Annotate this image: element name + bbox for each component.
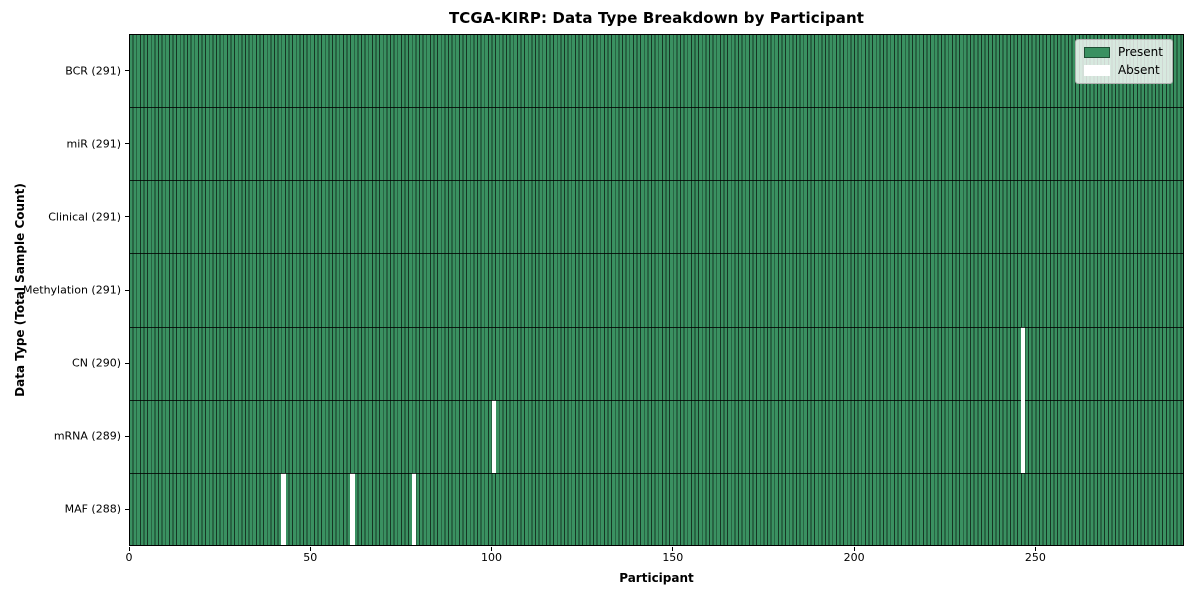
- y-tick-label: Methylation (291): [23, 283, 121, 297]
- x-tick-mark: [128, 547, 130, 551]
- legend: Present Absent: [1074, 39, 1173, 84]
- absent-cell: [350, 472, 355, 546]
- x-tick-label: 100: [481, 551, 503, 564]
- absent-cell: [411, 472, 417, 546]
- row-divider: [129, 472, 1184, 474]
- row-divider: [129, 180, 1184, 182]
- x-tick-mark: [309, 547, 311, 551]
- x-tick-mark: [672, 547, 674, 551]
- plot-area: [129, 34, 1184, 546]
- legend-item-present: Present: [1083, 45, 1163, 59]
- y-tick-mark: [125, 435, 129, 437]
- chart-title: TCGA-KIRP: Data Type Breakdown by Partic…: [448, 9, 865, 27]
- y-tick-label: miR (291): [66, 137, 122, 151]
- y-tick-label: BCR (291): [65, 64, 121, 78]
- x-tick-label: 250: [1024, 551, 1046, 564]
- y-tick-mark: [125, 508, 129, 510]
- row-divider: [129, 107, 1184, 109]
- x-tick-mark: [853, 547, 855, 551]
- row-divider: [129, 399, 1184, 401]
- legend-item-absent: Absent: [1083, 63, 1163, 77]
- legend-swatch-present: [1083, 47, 1110, 58]
- absent-cell: [281, 472, 286, 546]
- y-tick-label: mRNA (289): [53, 429, 121, 443]
- y-tick-mark: [125, 143, 129, 145]
- x-tick-label: 200: [843, 551, 865, 564]
- y-tick-label: CN (290): [72, 356, 121, 370]
- x-tick-mark: [1034, 547, 1036, 551]
- x-tick-label: 0: [125, 551, 133, 564]
- row-divider: [129, 253, 1184, 255]
- x-tick-label: 150: [662, 551, 684, 564]
- plot-border: [129, 34, 1184, 546]
- absent-cell: [1020, 398, 1026, 473]
- y-tick-mark: [125, 362, 129, 364]
- y-tick-label: MAF (288): [64, 502, 121, 516]
- legend-swatch-absent: [1083, 65, 1110, 76]
- legend-label: Absent: [1117, 63, 1160, 77]
- x-tick-label: 50: [303, 551, 318, 564]
- y-tick-mark: [125, 70, 129, 72]
- absent-cell: [1020, 326, 1026, 400]
- y-tick-mark: [125, 216, 129, 218]
- x-axis-label: Participant: [619, 571, 694, 585]
- row-divider: [129, 326, 1184, 328]
- absent-cell: [491, 399, 497, 473]
- y-tick-label: Clinical (291): [48, 210, 121, 224]
- x-tick-mark: [491, 547, 493, 551]
- y-tick-mark: [125, 289, 129, 291]
- legend-label: Present: [1117, 45, 1163, 59]
